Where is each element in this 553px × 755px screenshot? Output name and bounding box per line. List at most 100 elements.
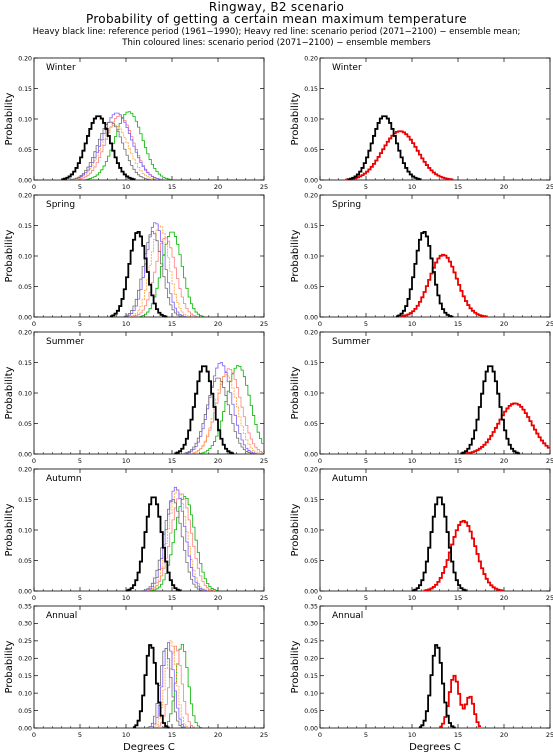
x-tick-label: 10 — [408, 731, 416, 739]
y-tick-label: 0.05 — [304, 708, 318, 715]
x-tick-label: 25 — [546, 457, 553, 465]
y-tick-label: 0.10 — [18, 690, 32, 697]
x-tick-label: 10 — [122, 320, 130, 328]
member-series-4 — [144, 486, 207, 591]
member-series-5 — [146, 648, 184, 728]
x-tick-label: 5 — [364, 320, 368, 328]
y-tick-label: 0.00 — [304, 177, 318, 184]
panel-winter-mean: 0 5 10 15 20 25 0.00 0.05 0.10 0.15 0.20 Winter Prob… — [290, 55, 553, 191]
y-tick-label: 0.15 — [18, 497, 32, 504]
x-tick-label: 10 — [408, 183, 416, 191]
panel-autumn-members: 0 5 10 15 20 25 0.00 0.05 0.10 0.15 0.20 Autumn Prob… — [4, 466, 268, 602]
panel-winter-members: 0 5 10 15 20 25 0.00 0.05 0.10 0.15 0.20 Winter Prob… — [4, 55, 268, 191]
y-tick-label: 0.10 — [304, 690, 318, 697]
y-tick-label: 0.10 — [304, 390, 318, 397]
reference-series — [418, 644, 456, 729]
member-series-1 — [139, 231, 205, 317]
y-tick-label: 0.05 — [18, 147, 32, 154]
y-axis-label: Probability — [4, 229, 15, 282]
panel-label: Annual — [332, 611, 363, 621]
reference-series — [61, 115, 136, 181]
x-tick-label: 10 — [408, 594, 416, 602]
x-tick-label: 5 — [78, 594, 82, 602]
ensemble-mean-series — [423, 519, 504, 592]
x-tick-label: 0 — [32, 183, 36, 191]
x-tick-label: 15 — [168, 320, 176, 328]
y-tick-label: 0.00 — [18, 725, 32, 732]
y-axis-label: Probability — [4, 92, 15, 145]
y-tick-label: 0.10 — [18, 527, 32, 534]
x-tick-label: 10 — [122, 457, 130, 465]
y-tick-label: 0.00 — [18, 314, 32, 321]
y-tick-label: 0.10 — [304, 253, 318, 260]
x-tick-label: 20 — [500, 183, 508, 191]
y-tick-label: 0.20 — [304, 192, 318, 199]
member-series-2 — [75, 115, 163, 180]
x-tick-label: 25 — [546, 731, 553, 739]
x-tick-label: 20 — [214, 594, 222, 602]
x-tick-label: 0 — [32, 731, 36, 739]
plot-frame — [33, 605, 265, 729]
x-tick-label: 0 — [32, 594, 36, 602]
reference-series — [412, 496, 468, 592]
y-tick-label: 0.05 — [18, 708, 32, 715]
y-tick-label: 0.05 — [304, 558, 318, 565]
y-axis-label: Probability — [4, 366, 15, 419]
reference-series — [132, 644, 170, 729]
x-tick-label: 20 — [214, 320, 222, 328]
plot-frame — [33, 57, 265, 181]
reference-series — [174, 365, 235, 455]
x-tick-label: 25 — [260, 457, 268, 465]
x-tick-label: 0 — [318, 457, 322, 465]
y-tick-label: 0.20 — [18, 656, 32, 663]
reference-series — [126, 496, 182, 592]
y-tick-label: 0.05 — [304, 147, 318, 154]
y-tick-label: 0.20 — [304, 656, 318, 663]
x-tick-label: 20 — [214, 731, 222, 739]
x-tick-label: 5 — [364, 457, 368, 465]
y-tick-label: 0.15 — [304, 673, 318, 680]
x-tick-label: 0 — [318, 183, 322, 191]
panel-autumn-mean: 0 5 10 15 20 25 0.00 0.05 0.10 0.15 0.20 Autumn Prob… — [290, 466, 553, 602]
chart-title: Ringway, B2 scenario — [208, 0, 345, 14]
y-tick-label: 0.10 — [18, 253, 32, 260]
x-tick-label: 20 — [214, 183, 222, 191]
y-tick-label: 0.20 — [18, 329, 32, 336]
chart-subtitle: Probability of getting a certain mean ma… — [86, 12, 467, 26]
y-tick-label: 0.25 — [18, 638, 32, 645]
x-axis-label: Degrees C — [123, 742, 175, 753]
x-tick-label: 25 — [260, 183, 268, 191]
panel-label: Spring — [332, 200, 361, 210]
y-tick-label: 0.00 — [304, 451, 318, 458]
x-tick-label: 10 — [122, 183, 130, 191]
member-series-5 — [142, 499, 205, 591]
x-tick-label: 0 — [32, 457, 36, 465]
x-tick-label: 20 — [500, 731, 508, 739]
reference-series — [109, 230, 168, 318]
x-tick-label: 20 — [500, 594, 508, 602]
member-series-5 — [183, 377, 253, 454]
y-tick-label: 0.00 — [18, 177, 32, 184]
y-tick-label: 0.10 — [18, 116, 32, 123]
member-series-4 — [183, 362, 258, 454]
x-tick-label: 5 — [364, 731, 368, 739]
y-tick-label: 0.05 — [18, 558, 32, 565]
member-series-1 — [199, 365, 264, 454]
x-tick-label: 5 — [78, 457, 82, 465]
panel-summer-mean: 0 5 10 15 20 25 0.00 0.05 0.10 0.15 0.20 Summer Prob… — [290, 329, 553, 465]
panel-label: Spring — [46, 200, 75, 210]
y-tick-label: 0.05 — [304, 421, 318, 428]
ensemble-mean-series — [400, 253, 488, 318]
plot-frame — [319, 194, 551, 318]
x-tick-label: 15 — [168, 457, 176, 465]
y-tick-label: 0.15 — [304, 360, 318, 367]
y-tick-label: 0.05 — [18, 421, 32, 428]
y-tick-label: 0.10 — [304, 527, 318, 534]
member-series-1 — [84, 111, 172, 180]
member-series-3 — [153, 640, 189, 728]
y-tick-label: 0.35 — [18, 603, 32, 610]
y-tick-label: 0.00 — [304, 725, 318, 732]
member-series-5 — [70, 121, 152, 180]
x-tick-label: 15 — [454, 457, 462, 465]
